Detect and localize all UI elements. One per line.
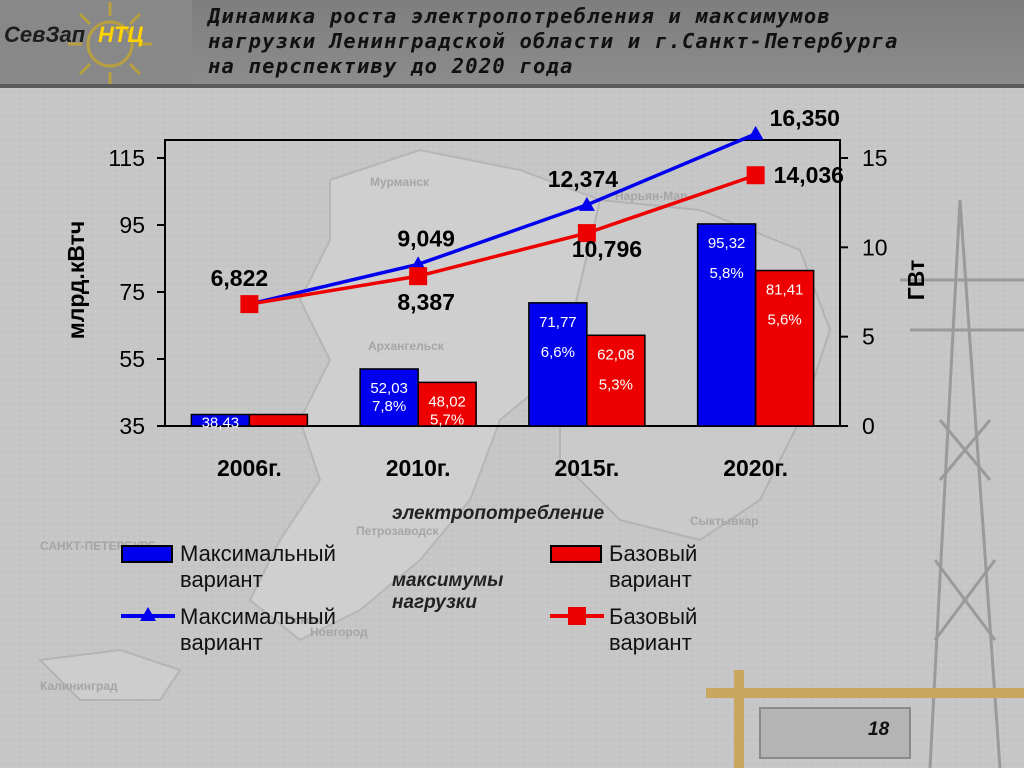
map-label-2: Нарьян-Мар — [615, 189, 687, 203]
bar-max-4 — [696, 223, 757, 427]
marker-max-2 — [410, 256, 427, 271]
map-label-5: Сыктывкар — [690, 514, 758, 528]
map-label-9: Калининград — [40, 679, 118, 693]
page-title: Динамика роста электропотребления и макс… — [208, 4, 899, 78]
marker-max-4 — [747, 125, 764, 140]
y2-tick-label-4: 15 — [862, 145, 888, 171]
legend-lines-title: максимумы нагрузки — [392, 570, 504, 613]
bar-base-3 — [586, 334, 646, 427]
marker-base-1 — [240, 295, 259, 314]
bar-label-max-2: 52,03 — [370, 380, 408, 397]
line-label-max-3: 12,374 — [548, 166, 619, 192]
bar-growth-base-3: 5,3% — [599, 376, 633, 393]
marker-base-3 — [577, 224, 596, 243]
map-label-7: Псков — [285, 613, 321, 627]
bar-growth-base-2: 5,7% — [430, 411, 464, 428]
power-tower-icon — [900, 199, 1024, 768]
plot-frame — [164, 139, 841, 427]
bar-label-max-4: 95,32 — [708, 235, 746, 252]
y-axis-title: млрд.кВтч — [63, 221, 89, 340]
map-label-1: Мурманск — [370, 175, 430, 189]
x-tick-label-4: 2020г. — [723, 455, 788, 481]
map-label-3: Архангельск — [368, 339, 445, 353]
line-base — [249, 173, 757, 306]
map-label-8: Новгород — [310, 625, 368, 639]
line-label-max-2: 9,049 — [397, 225, 455, 251]
line-max — [248, 132, 757, 306]
y2-tick-label-1: 0 — [862, 413, 875, 439]
x-tick-label-3: 2015г. — [554, 455, 619, 481]
legend-bar-swatch-base — [550, 545, 602, 563]
y-tick-label-2: 55 — [119, 346, 145, 372]
marker-base-2 — [409, 267, 428, 286]
y-tick-label-3: 75 — [119, 279, 145, 305]
page-number: 18 — [868, 719, 890, 740]
bar-label-base-2: 48,02 — [428, 393, 466, 410]
bar-growth-max-4: 5,8% — [710, 265, 744, 282]
bar-label-max-3: 71,77 — [539, 314, 577, 331]
line-label-base-1: 6,822 — [211, 265, 269, 291]
bar-base-4 — [754, 269, 815, 427]
bar-base-1 — [248, 413, 309, 427]
legend-bar-swatch-max — [121, 545, 173, 563]
bar-label-base-4: 81,41 — [766, 282, 804, 299]
line-label-base-2: 8,387 — [397, 289, 455, 315]
y-tick-label-1: 35 — [119, 413, 145, 439]
y-tick-label-5: 115 — [108, 145, 145, 171]
legend-bars-title: электропотребление — [392, 503, 605, 524]
marker-max-3 — [578, 196, 595, 211]
bar-max-3 — [528, 302, 588, 427]
chart: 35 55 75 95 115 0 5 10 15 млрд.кВтч ГВт 2006г. 2010г… — [63, 105, 929, 481]
bar-growth-max-3: 6,6% — [541, 344, 575, 361]
bar-max-2 — [359, 368, 419, 427]
marker-base-4 — [746, 166, 765, 185]
y2-axis-title: ГВт — [903, 260, 929, 301]
bar-label-max-1: 38,43 — [202, 415, 240, 432]
legend-line-label-max: Максимальный вариант — [180, 604, 336, 655]
legend-bar-label-base: Базовый вариант — [609, 541, 698, 592]
y2-tick-label-3: 10 — [862, 234, 888, 260]
x-tick-label-2: 2010г. — [386, 455, 451, 481]
x-tick-label-1: 2006г. — [217, 455, 282, 481]
logo: СевЗап НТЦ — [0, 0, 192, 84]
y-tick-label-4: 95 — [119, 212, 145, 238]
y2-tick-label-2: 5 — [862, 324, 875, 350]
bar-label-base-3: 62,08 — [597, 346, 635, 363]
logo-text-left: СевЗап — [4, 22, 86, 47]
bar-growth-base-4: 5,6% — [768, 312, 802, 329]
map-label-4: Петрозаводск — [356, 524, 440, 538]
bar-growth-max-2: 7,8% — [372, 398, 406, 415]
legend-line-label-base: Базовый вариант — [609, 604, 698, 655]
sun-logo-icon — [68, 2, 152, 84]
bar-base-2 — [417, 381, 477, 427]
logo-text-right: НТЦ — [98, 22, 144, 47]
line-label-max-4: 16,350 — [770, 105, 840, 131]
line-label-base-4: 14,036 — [774, 162, 844, 188]
header-divider — [0, 84, 1024, 88]
line-label-base-3: 10,796 — [572, 236, 642, 262]
legend-bar-label-max: Максимальный вариант — [180, 541, 336, 592]
